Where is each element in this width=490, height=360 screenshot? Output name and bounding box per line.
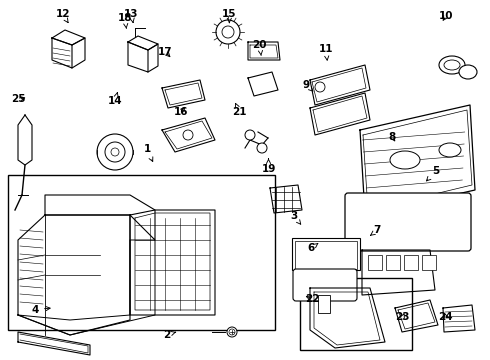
FancyBboxPatch shape [345, 193, 471, 251]
Text: 20: 20 [252, 40, 267, 55]
Bar [295, 241, 357, 269]
Bar [300, 278, 412, 350]
Text: 13: 13 [124, 9, 139, 23]
Text: 25: 25 [11, 94, 26, 104]
Text: 11: 11 [318, 44, 333, 60]
Circle shape [222, 26, 234, 38]
Circle shape [245, 130, 255, 140]
Circle shape [183, 130, 193, 140]
Text: 21: 21 [232, 103, 246, 117]
Circle shape [315, 82, 325, 92]
Bar [368, 255, 382, 270]
Text: 3: 3 [291, 211, 301, 224]
Text: 5: 5 [426, 166, 440, 181]
FancyBboxPatch shape [293, 269, 357, 301]
Text: 8: 8 [389, 132, 395, 142]
Text: 18: 18 [118, 13, 132, 28]
Text: 2: 2 [163, 330, 176, 340]
Bar [318, 295, 330, 313]
Text: 12: 12 [55, 9, 70, 23]
Circle shape [229, 329, 235, 335]
Circle shape [97, 134, 133, 170]
Circle shape [111, 148, 119, 156]
Circle shape [227, 327, 237, 337]
Text: 17: 17 [158, 47, 173, 57]
Text: 7: 7 [370, 225, 381, 235]
Text: 16: 16 [174, 107, 189, 117]
Text: 1: 1 [144, 144, 153, 161]
Text: 15: 15 [222, 9, 237, 23]
Ellipse shape [439, 56, 465, 74]
Text: 24: 24 [439, 312, 453, 322]
Text: 22: 22 [305, 294, 320, 304]
Text: 23: 23 [395, 312, 410, 322]
Text: 19: 19 [261, 159, 276, 174]
Text: 4: 4 [31, 305, 50, 315]
Ellipse shape [390, 151, 420, 169]
Circle shape [216, 20, 240, 44]
Text: 6: 6 [308, 243, 318, 253]
Circle shape [105, 142, 125, 162]
Bar [404, 255, 418, 270]
Ellipse shape [459, 65, 477, 79]
Bar [8, 175, 275, 330]
Circle shape [257, 143, 267, 153]
Bar [386, 255, 400, 270]
Ellipse shape [444, 60, 460, 70]
Text: 9: 9 [303, 80, 313, 91]
Text: 14: 14 [108, 93, 122, 106]
Ellipse shape [439, 143, 461, 157]
Bar [422, 255, 436, 270]
Bar [292, 238, 360, 270]
Text: 10: 10 [439, 11, 453, 21]
